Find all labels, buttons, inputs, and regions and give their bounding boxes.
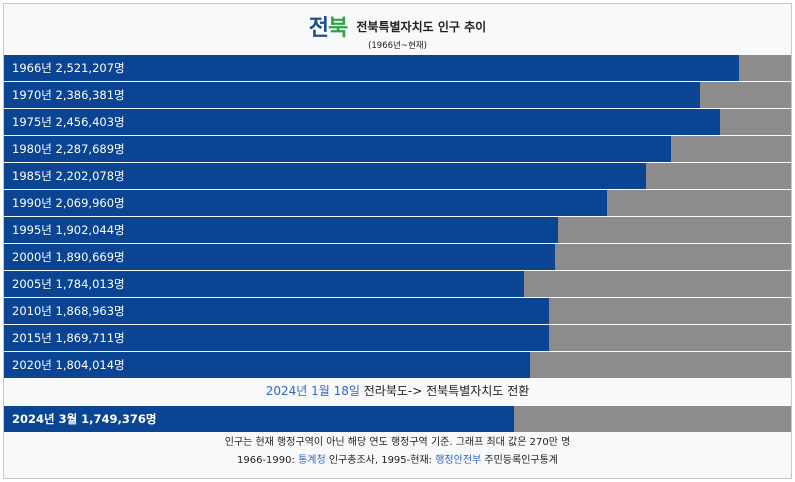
bar-track: 2005년 1,784,013명 [4,271,791,297]
footer-note-line: 인구는 현재 행정구역이 아닌 해당 연도 행정구역 기준. 그래프 최대 값은… [224,437,571,448]
footer-source-middle: 인구총조사, 1995-현재: [325,455,436,466]
bar-track: 2020년 1,804,014명 [4,352,791,378]
bar-data-label: 1975년 2,456,403명 [12,115,125,129]
bar-track: 1995년 1,902,044명 [4,217,791,243]
bar-track: 2015년 1,869,711명 [4,325,791,351]
chart-header: 전북 전북특별자치도 인구 추이 (1966년~현재) [4,4,791,54]
bar-data-label: 2005년 1,784,013명 [12,277,125,291]
bar-track: 1980년 2,287,689명 [4,136,791,162]
chart-subtitle: (1966년~현재) [368,41,427,51]
bar-track: 1985년 2,202,078명 [4,163,791,189]
logo-accent-glyph: 북 [328,16,348,41]
bar-fill [4,271,524,297]
bar-fill [4,244,555,270]
bar-data-label: 1980년 2,287,689명 [12,142,125,156]
source-link-mois[interactable]: 행정안전부 [435,455,482,466]
bar-fill [4,136,671,162]
transition-note: 2024년 1월 18일 전라북도-> 전북특별자치도 전환 [4,378,791,404]
transition-note-text: 전라북도-> 전북특별자치도 전환 [359,384,530,398]
bar-fill [4,109,720,135]
bar-data-label: 1970년 2,386,381명 [12,88,125,102]
source-link-kostat[interactable]: 통계청 [298,455,326,466]
bar-data-label: 2024년 3월 1,749,376명 [12,412,157,426]
bar-data-label: 1995년 1,902,044명 [12,223,125,237]
bar-track: 2000년 1,890,669명 [4,244,791,270]
bar-fill [4,352,530,378]
bar-track: 1966년 2,521,207명 [4,55,791,81]
bar-data-label: 1966년 2,521,207명 [12,61,125,75]
bar-track: 2010년 1,868,963명 [4,298,791,324]
bar-track: 1975년 2,456,403명 [4,109,791,135]
bar-data-label: 2010년 1,868,963명 [12,304,125,318]
chart-footer: 인구는 현재 행정구역이 아닌 해당 연도 행정구역 기준. 그래프 최대 값은… [4,434,791,470]
population-chart-panel: 전북 전북특별자치도 인구 추이 (1966년~현재) 1966년 2,521,… [3,3,792,479]
jeonbuk-logo: 전북 [308,10,349,42]
chart-title: 전북특별자치도 인구 추이 [356,19,487,34]
bar-data-label: 2015년 1,869,711명 [12,331,125,345]
bar-data-label: 2020년 1,804,014명 [12,358,125,372]
bar-data-label: 1990년 2,069,960명 [12,196,125,210]
bar-fill [4,217,558,243]
bar-fill [4,55,739,81]
bar-data-label: 2000년 1,890,669명 [12,250,125,264]
transition-date-link[interactable]: 2024년 1월 18일 [265,384,360,398]
title-row: 전북 전북특별자치도 인구 추이 [4,10,791,42]
bar-fill [4,298,549,324]
bar-track: 2024년 3월 1,749,376명 [4,406,791,432]
footer-source-suffix: 주민등록인구통계 [481,455,558,466]
bar-fill [4,406,514,432]
bar-track: 1990년 2,069,960명 [4,190,791,216]
bar-fill [4,190,607,216]
bar-fill [4,163,646,189]
bar-track: 1970년 2,386,381명 [4,82,791,108]
bar-fill [4,82,700,108]
bar-data-label: 1985년 2,202,078명 [12,169,125,183]
logo-main-glyph: 전 [308,16,329,41]
bar-fill [4,325,549,351]
footer-source-line: 1966-1990: 통계청 인구총조사, 1995-현재: 행정안전부 주민등… [4,452,791,470]
footer-source-prefix: 1966-1990: [237,455,299,466]
